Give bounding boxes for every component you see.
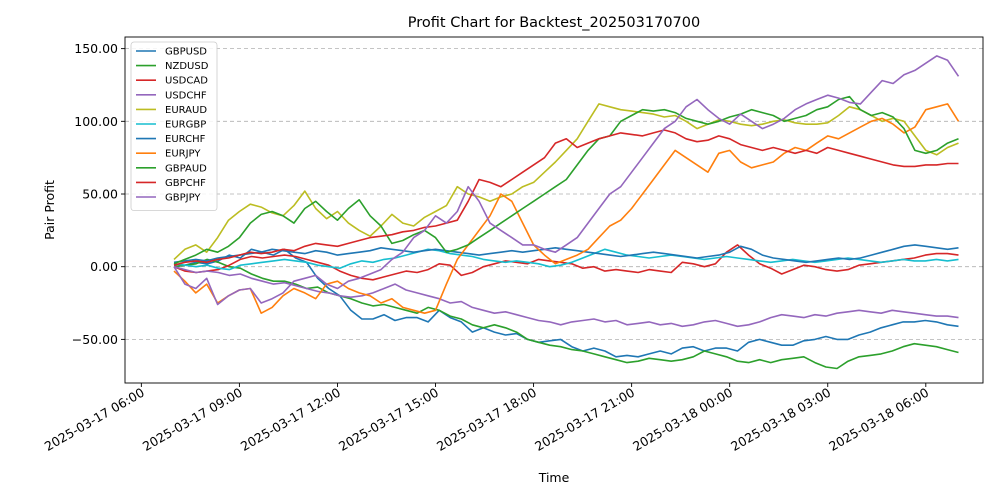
- legend-label-eurgbp: EURGBP: [165, 120, 206, 131]
- legend-label-gbpchf: GBPCHF: [165, 178, 206, 189]
- y-axis-ticks: −50.00 0.00 50.00 100.00 150.00: [72, 41, 125, 347]
- legend-label-usdchf: USDCHF: [165, 90, 207, 101]
- legend-label-usdcad: USDCAD: [165, 76, 208, 87]
- series-line-eurjpy: [173, 103, 960, 315]
- legend-label-gbpjpy: GBPJPY: [165, 193, 201, 204]
- plot-frame: [124, 36, 984, 384]
- y-tick-label-2: 50.00: [82, 187, 118, 202]
- legend-label-nzdusd: NZDUSD: [165, 61, 209, 72]
- legend-label-eurchf: EURCHF: [165, 134, 206, 145]
- y-tick-label-3: 100.00: [74, 114, 118, 129]
- y-tick-label-0: −50.00: [72, 332, 118, 347]
- series-line-gbpaud: [173, 95, 959, 265]
- series-line-gbpchf: [173, 129, 959, 266]
- y-tick-label-4: 150.00: [74, 41, 118, 56]
- legend-label-gbpaud: GBPAUD: [165, 163, 207, 174]
- legend-label-euraud: EURAUD: [165, 105, 207, 116]
- data-series: [173, 55, 960, 370]
- axes: [124, 36, 984, 384]
- chart-title: Profit Chart for Backtest_202503170700: [408, 15, 700, 31]
- series-line-eurgbp: [173, 248, 959, 271]
- x-axis-label: Time: [538, 470, 570, 485]
- legend-label-eurjpy: EURJPY: [165, 149, 201, 160]
- series-line-eurchf: [173, 244, 959, 264]
- y-axis-label: Pair Profit: [42, 180, 57, 240]
- chart-legend: GBPUSD NZDUSD USDCAD USDCHF EURAUD EURGBP EURC…: [130, 41, 218, 212]
- y-tick-label-1: 0.00: [90, 259, 118, 274]
- series-line-gbpjpy: [173, 55, 960, 306]
- series-line-usdchf: [173, 265, 959, 328]
- series-line-euraud: [173, 103, 959, 260]
- legend-label-gbpusd: GBPUSD: [165, 47, 207, 58]
